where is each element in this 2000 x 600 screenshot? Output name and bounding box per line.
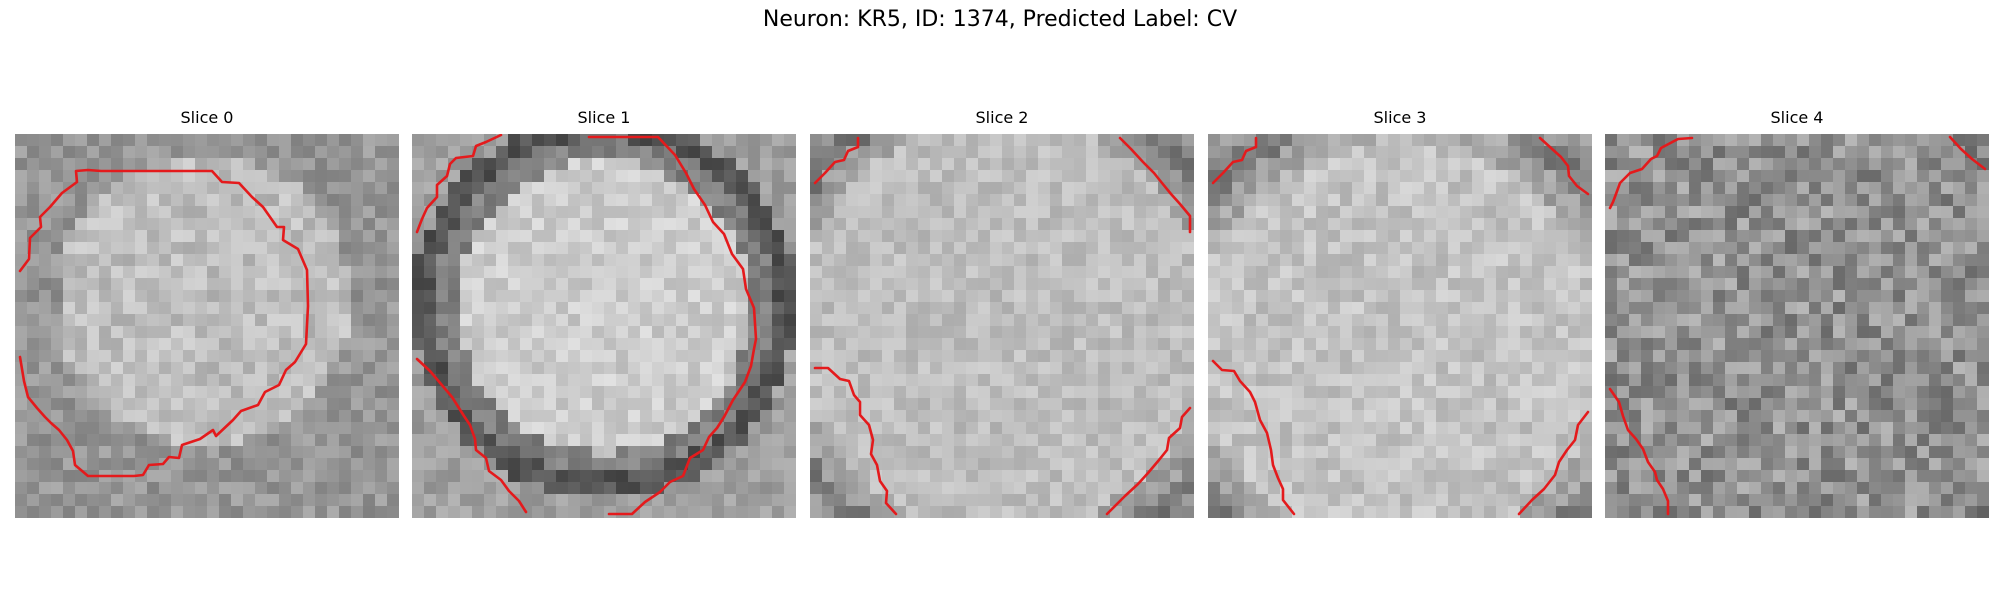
pixel-grid-4 [1605,134,1989,518]
figure-title: Neuron: KR5, ID: 1374, Predicted Label: … [0,7,2000,32]
slice-title-3: Slice 3 [1208,108,1592,127]
pixel-grid-1 [412,134,796,518]
slice-panel-2: Slice 2 [810,108,1194,518]
slice-title-0: Slice 0 [15,108,399,127]
pixel-grid-3 [1208,134,1592,518]
slice-image-1 [412,134,796,518]
slice-panel-3: Slice 3 [1208,108,1592,518]
slice-panel-4: Slice 4 [1605,108,1989,518]
slice-title-4: Slice 4 [1605,108,1989,127]
slice-title-2: Slice 2 [810,108,1194,127]
slice-image-2 [810,134,1194,518]
pixel-grid-2 [810,134,1194,518]
slice-title-1: Slice 1 [412,108,796,127]
slice-panel-0: Slice 0 [15,108,399,518]
slice-image-4 [1605,134,1989,518]
slice-image-3 [1208,134,1592,518]
slice-panel-1: Slice 1 [412,108,796,518]
slice-image-0 [15,134,399,518]
pixel-grid-0 [15,134,399,518]
